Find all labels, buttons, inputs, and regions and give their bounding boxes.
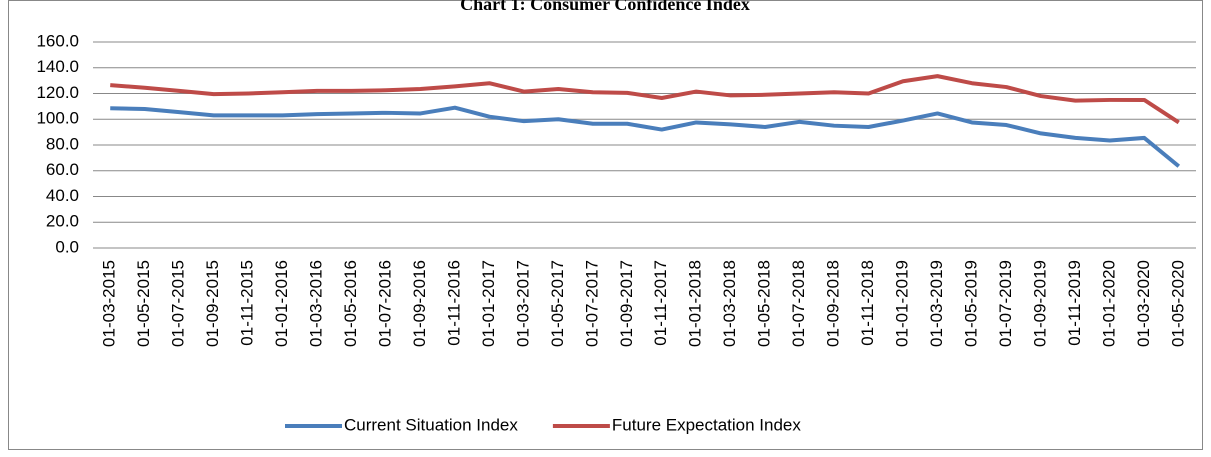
- x-tick-label: 01-07-2017: [582, 260, 601, 347]
- x-tick-label: 01-05-2019: [961, 260, 980, 347]
- y-tick-label: 60.0: [46, 160, 79, 179]
- x-tick-label: 01-11-2015: [238, 260, 257, 346]
- x-tick-label: 01-01-2020: [1099, 260, 1118, 347]
- x-tick-label: 01-09-2017: [617, 260, 636, 347]
- x-tick-label: 01-03-2019: [927, 260, 946, 347]
- x-tick-label: 01-03-2018: [720, 260, 739, 347]
- x-tick-label: 01-05-2020: [1168, 260, 1187, 347]
- x-tick-label: 01-11-2017: [651, 260, 670, 346]
- y-tick-label: 0.0: [55, 237, 79, 256]
- y-tick-label: 20.0: [46, 212, 79, 231]
- series-line: [110, 105, 1181, 168]
- y-tick-label: 100.0: [36, 109, 79, 128]
- y-tick-label: 80.0: [46, 134, 79, 153]
- x-tick-label: 01-07-2019: [996, 260, 1015, 347]
- x-tick-label: 01-01-2016: [272, 260, 291, 347]
- x-tick-label: 01-05-2018: [755, 260, 774, 347]
- x-tick-label: 01-09-2016: [410, 260, 429, 347]
- x-tick-label: 01-03-2020: [1134, 260, 1153, 347]
- x-tick-label: 01-01-2017: [479, 260, 498, 347]
- x-tick-label: 01-03-2016: [307, 260, 326, 347]
- y-tick-label: 120.0: [36, 83, 79, 102]
- x-tick-label: 01-03-2017: [513, 260, 532, 347]
- x-tick-label: 01-05-2015: [134, 260, 153, 347]
- y-tick-label: 140.0: [36, 57, 79, 76]
- x-tick-label: 01-01-2019: [893, 260, 912, 347]
- x-tick-label: 01-01-2018: [686, 260, 705, 347]
- y-tick-label: 40.0: [46, 186, 79, 205]
- x-tick-label: 01-03-2015: [100, 260, 119, 347]
- x-tick-label: 01-11-2018: [858, 260, 877, 346]
- x-tick-label: 01-09-2015: [203, 260, 222, 347]
- y-tick-label: 160.0: [36, 31, 79, 50]
- series-line: [110, 74, 1180, 125]
- legend-label: Current Situation Index: [344, 415, 518, 434]
- x-tick-label: 01-07-2018: [789, 260, 808, 347]
- x-tick-label: 01-07-2015: [169, 260, 188, 347]
- x-tick-label: 01-05-2016: [341, 260, 360, 347]
- x-tick-label: 01-11-2016: [444, 260, 463, 346]
- x-tick-label: 01-05-2017: [548, 260, 567, 347]
- x-tick-label: 01-09-2018: [824, 260, 843, 347]
- chart-border: [8, 0, 1203, 450]
- x-tick-label: 01-11-2019: [1065, 260, 1084, 346]
- x-tick-label: 01-07-2016: [375, 260, 394, 347]
- legend-label: Future Expectation Index: [612, 415, 802, 434]
- chart-title: Chart 1: Consumer Confidence Index: [460, 0, 750, 14]
- x-tick-label: 01-09-2019: [1030, 260, 1049, 347]
